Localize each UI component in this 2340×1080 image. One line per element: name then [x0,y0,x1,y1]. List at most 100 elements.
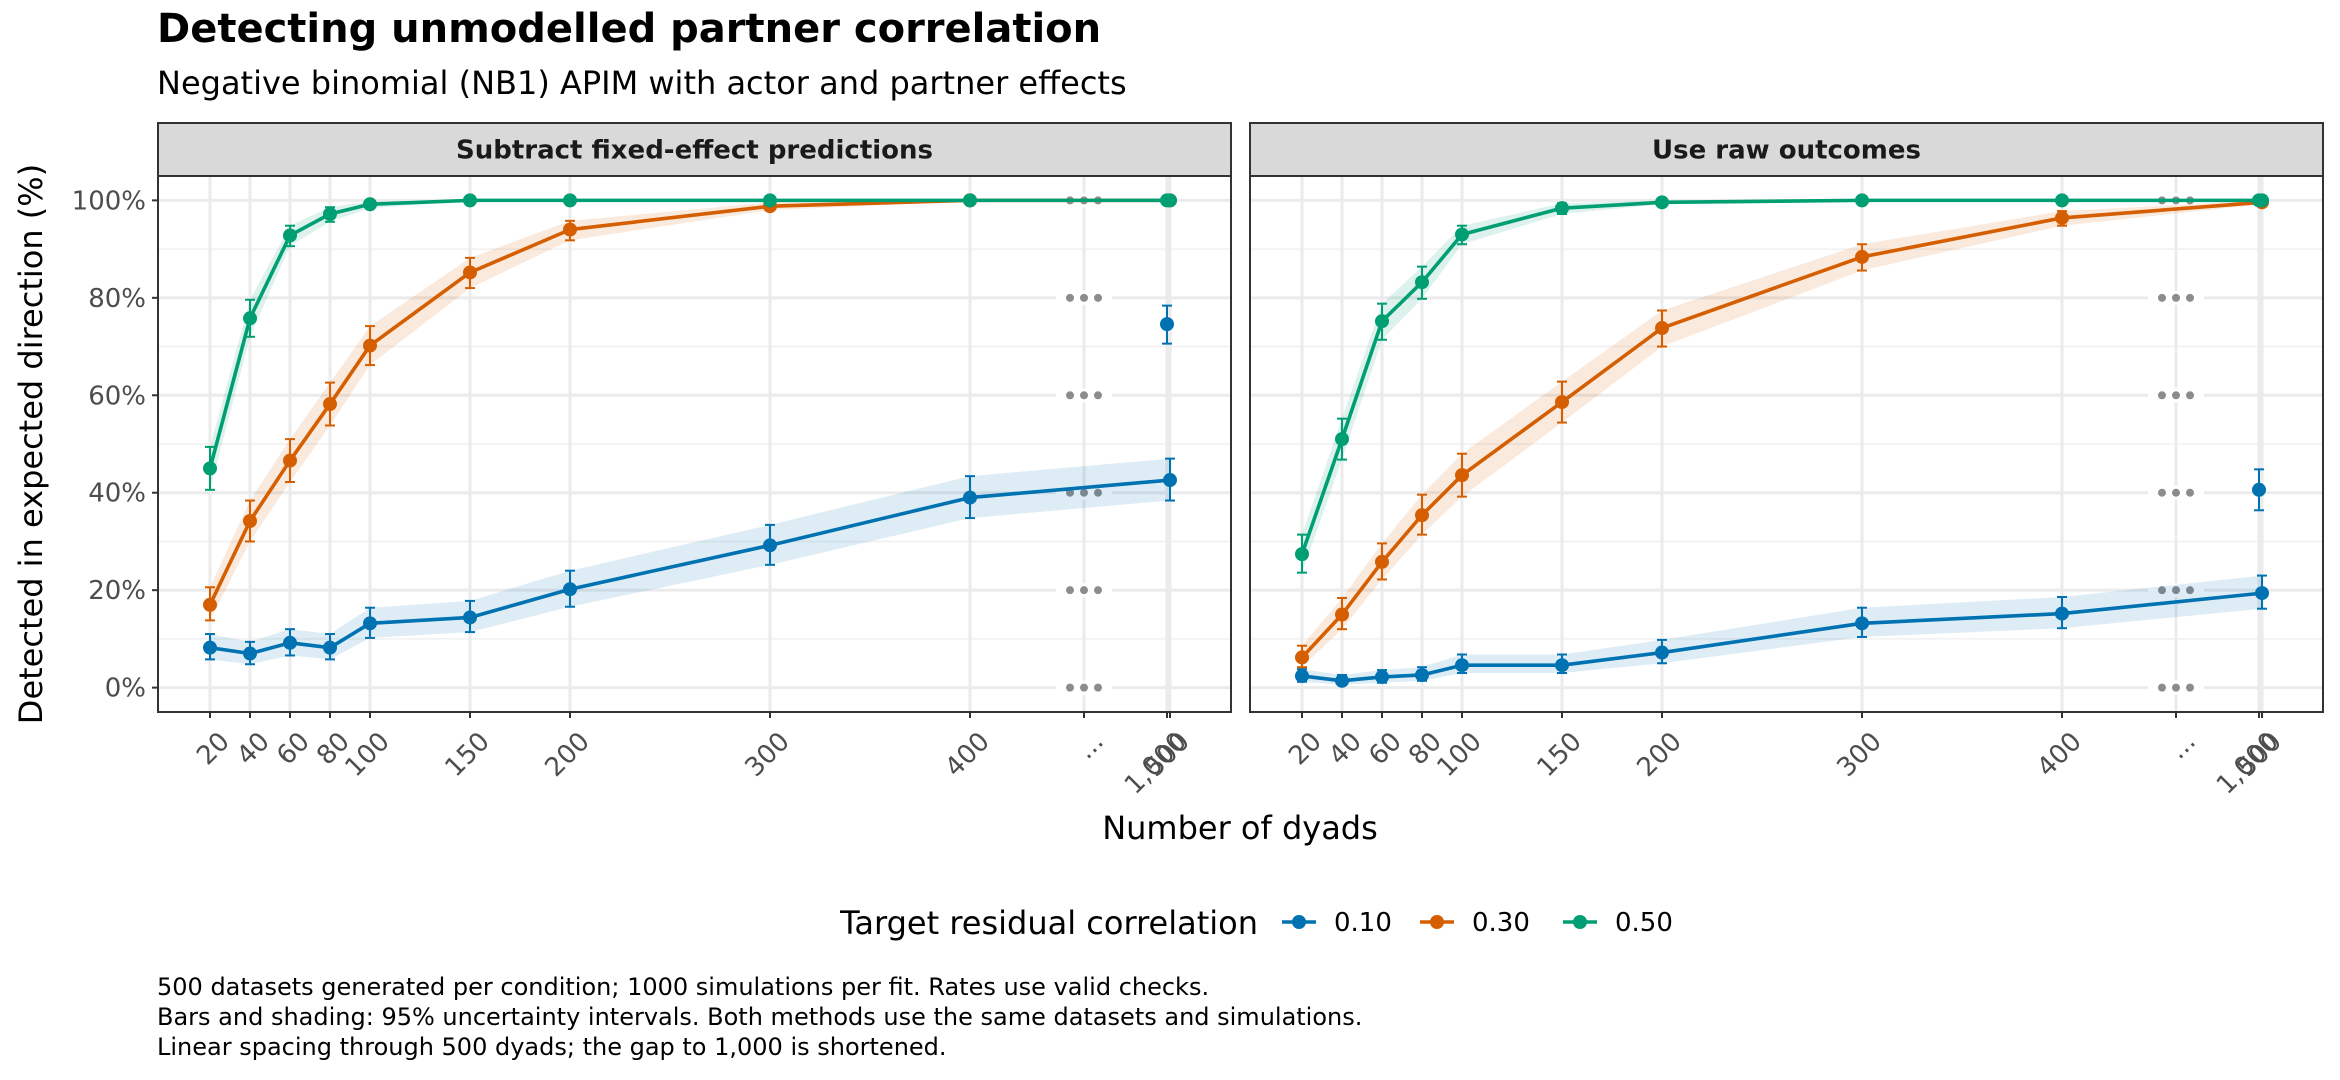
data-point-0.50 [323,207,337,222]
gap-marker-dot [2158,586,2166,595]
data-point-0.10 [2055,606,2069,621]
data-point-far-0.50 [2252,193,2266,208]
data-point-0.10 [1855,616,1869,631]
gap-marker-dot [2172,488,2180,497]
ci-band-0.30 [1302,200,2262,668]
data-point-0.10 [1335,673,1349,688]
legend-label-0.50: 0.50 [1615,908,1673,938]
data-point-0.50 [963,193,977,208]
data-point-0.10 [1375,669,1389,684]
series-line-0.50 [208,198,1170,469]
data-point-0.10 [1555,658,1569,673]
gap-marker-dot [1080,391,1088,400]
data-point-0.50 [563,193,577,208]
data-point-0.50 [1375,314,1389,329]
data-point-0.10 [2255,586,2269,601]
gap-marker-dot [1080,586,1088,595]
y-tick-label: 40% [88,479,146,509]
gap-marker-dot [1094,293,1102,302]
x-tick-label: 20 [191,727,236,772]
data-point-0.10 [963,490,977,505]
gap-marker-dot [1080,293,1088,302]
gap-marker-dot [2172,586,2180,595]
x-tick-label: 1,000 [2211,727,2285,801]
data-point-0.10 [283,635,297,650]
x-tick-label: ... [2163,727,2202,766]
caption-line-3: Linear spacing through 500 dyads; the ga… [157,1033,947,1061]
data-point-far-0.10 [1160,317,1174,332]
legend-key-point [1292,915,1306,929]
data-point-0.30 [1455,468,1469,483]
data-point-0.50 [203,461,217,476]
panel-border [157,175,1232,713]
caption-line-2: Bars and shading: 95% uncertainty interv… [157,1003,1363,1031]
gap-marker-dot [1066,391,1074,400]
legend-label-0.10: 0.10 [1334,908,1392,938]
data-point-far-0.50 [1160,193,1174,208]
gap-marker-dot [1094,683,1102,692]
data-point-0.30 [463,265,477,280]
legend-key-point [1430,915,1444,929]
data-point-0.30 [1855,249,1869,264]
x-tick-label: 1,000 [1119,727,1193,801]
data-point-0.50 [463,193,477,208]
data-point-0.50 [1555,201,1569,216]
gap-marker-dot [2186,586,2194,595]
series-line-0.10 [209,478,1171,656]
ci-band-0.10 [1302,575,2262,685]
gap-marker-dot [2186,488,2194,497]
legend-label-0.30: 0.30 [1472,908,1530,938]
data-point-0.30 [363,338,377,353]
ci-band-0.50 [210,200,1170,490]
data-point-0.10 [1415,667,1429,682]
data-point-0.50 [1415,275,1429,290]
data-point-0.50 [283,228,297,243]
data-point-0.10 [363,616,377,631]
data-point-0.50 [243,311,257,326]
x-tick-label: 40 [1323,727,1368,772]
gap-marker-dot [1094,488,1102,497]
series-line-0.30 [1300,200,2263,659]
chart-title: Detecting unmodelled partner correlation [157,6,1102,52]
gap-marker-dot [2172,391,2180,400]
data-point-0.10 [243,646,257,661]
x-tick-label: 400 [2032,727,2088,783]
x-tick-label: 200 [540,727,596,783]
y-tick-label: 0% [105,674,146,704]
x-tick-label: 150 [440,727,496,783]
data-point-0.10 [323,640,337,655]
data-point-0.10 [1655,645,1669,660]
gap-marker-dot [2186,683,2194,692]
data-point-0.50 [1335,432,1349,447]
data-point-0.30 [283,453,297,468]
x-tick-label: 20 [1283,727,1328,772]
facet-strip-label: Subtract fixed-effect predictions [456,136,933,166]
gap-marker-dot [2158,488,2166,497]
data-point-0.30 [2055,210,2069,225]
data-point-0.30 [203,597,217,612]
panel-border [1249,175,2324,713]
data-point-0.50 [2055,193,2069,208]
x-tick-label: 150 [1532,727,1588,783]
data-point-0.50 [1655,195,1669,210]
data-point-far-0.10 [2252,482,2266,497]
x-tick-label: 300 [1832,727,1888,783]
legend-title: Target residual correlation [839,904,1258,942]
series-line-0.50 [1300,198,2262,555]
legend-key-point [1573,915,1587,929]
y-axis-title: Detected in expected direction (%) [12,164,50,724]
data-point-0.10 [203,640,217,655]
data-point-0.50 [1295,547,1309,562]
gap-marker-dot [1094,391,1102,400]
x-tick-label: 300 [740,727,796,783]
gap-marker-dot [2186,391,2194,400]
data-point-0.30 [1335,607,1349,622]
facet-strip-label: Use raw outcomes [1652,136,1921,166]
data-point-0.10 [463,610,477,625]
x-tick-label: 60 [1363,727,1408,772]
gap-marker-dot [2186,293,2194,302]
x-tick-label: 60 [271,727,316,772]
series-line-0.30 [208,198,1170,606]
data-point-0.10 [1455,658,1469,673]
